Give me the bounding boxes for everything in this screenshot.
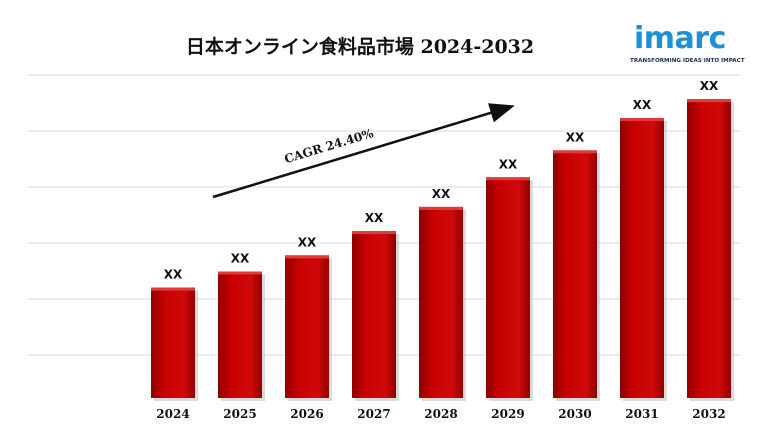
data-label: XX xyxy=(365,211,384,225)
x-tick-label: 2026 xyxy=(290,407,323,421)
bar-2032 xyxy=(687,99,731,398)
bar-2031 xyxy=(620,118,664,399)
imarc-logo: imarc TRANSFORMING IDEAS INTO IMPACT xyxy=(630,18,745,70)
x-tick-label: 2025 xyxy=(223,407,256,421)
data-label: XX xyxy=(432,187,451,201)
bar-2025 xyxy=(218,271,262,398)
bar-top-highlight xyxy=(486,177,530,181)
data-label: XX xyxy=(633,98,652,112)
bar-top-highlight xyxy=(553,150,597,154)
bar-2026 xyxy=(285,255,329,398)
x-tick-label: 2024 xyxy=(156,407,189,421)
bar-2029 xyxy=(486,177,530,398)
bar-2028 xyxy=(419,206,463,398)
bar-top-highlight xyxy=(620,118,664,122)
cagr-label: CAGR 24.40% xyxy=(283,126,376,166)
x-tick-label: 2032 xyxy=(692,407,725,421)
x-tick-label: 2031 xyxy=(625,407,658,421)
bar-top-highlight xyxy=(285,255,329,259)
cagr-annotation: CAGR 24.40% xyxy=(212,103,515,199)
bar-top-highlight xyxy=(352,231,396,235)
cagr-arrow xyxy=(212,103,515,199)
chart-title: 日本オンライン食料品市場 2024-2032 xyxy=(186,35,534,58)
bar-top-highlight xyxy=(218,271,262,275)
data-label: XX xyxy=(566,130,585,144)
bar-2027 xyxy=(352,231,396,398)
x-tick-label: 2027 xyxy=(357,407,390,421)
bars: XX 2024 XX 2025 XX 2026 XX 2027 XX 2028 XX 2029 XX 20… xyxy=(151,79,734,421)
bar-top-highlight xyxy=(419,206,463,210)
bar-top-highlight xyxy=(151,287,195,291)
bar-top-highlight xyxy=(687,99,731,103)
data-label: XX xyxy=(700,79,719,93)
data-label: XX xyxy=(231,251,250,265)
x-tick-label: 2029 xyxy=(491,407,524,421)
x-tick-label: 2028 xyxy=(424,407,457,421)
bar-2030 xyxy=(553,150,597,398)
data-label: XX xyxy=(298,235,317,249)
data-label: XX xyxy=(164,268,183,282)
logo-wordmark: imarc xyxy=(634,21,726,56)
data-label: XX xyxy=(499,157,518,171)
logo-tagline: TRANSFORMING IDEAS INTO IMPACT xyxy=(630,58,745,64)
x-tick-label: 2030 xyxy=(558,407,591,421)
bar-2024 xyxy=(151,287,195,398)
